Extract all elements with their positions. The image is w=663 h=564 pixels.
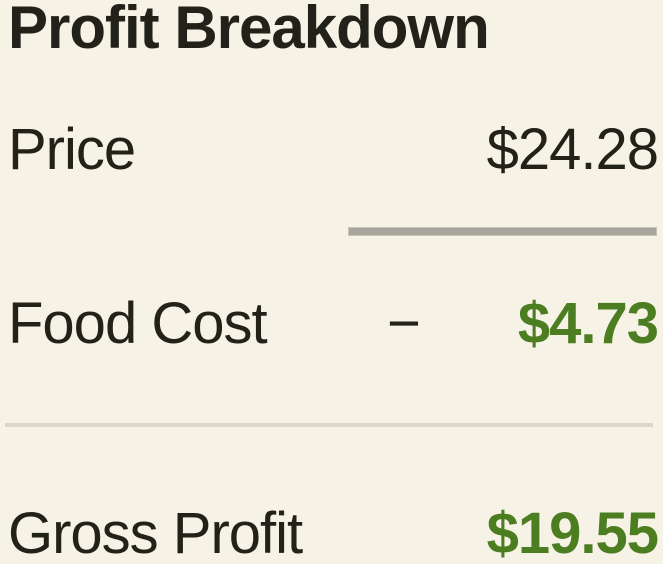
card-title: Profit Breakdown [8,0,490,61]
price-row: Price $24.28 [8,115,659,185]
subtraction-rule-line [348,227,657,236]
price-value: $24.28 [486,117,659,182]
divider-line [5,423,653,427]
price-label: Price [8,117,136,182]
food-cost-label: Food Cost [8,291,268,356]
minus-operator: − [387,291,421,356]
gross-profit-value: $19.55 [486,501,659,564]
food-cost-value: $4.73 [517,291,659,356]
gross-profit-row: Gross Profit $19.55 [8,499,659,564]
food-cost-row: Food Cost − $4.73 [8,289,659,359]
gross-profit-label: Gross Profit [8,501,303,564]
